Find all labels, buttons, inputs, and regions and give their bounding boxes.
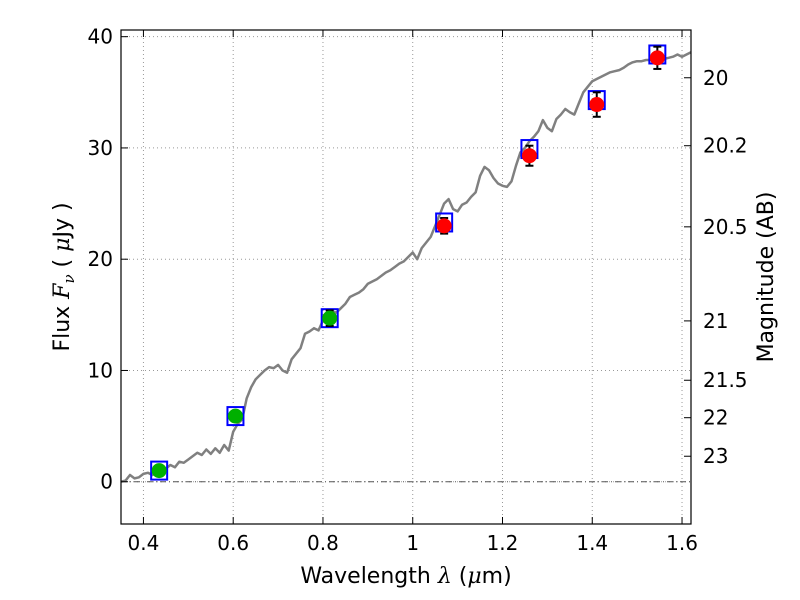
y-tick-label: 40 <box>88 25 113 49</box>
y-axis-label: Flux Fν ( μJy ) <box>50 202 78 351</box>
mag-tick-label: 20.5 <box>703 215 748 239</box>
spectrum-line <box>120 51 692 483</box>
data-point <box>589 97 605 113</box>
y-tick-label: 0 <box>100 470 113 494</box>
x-tick-label: 1.2 <box>487 531 519 555</box>
mag-tick-label: 20.2 <box>703 134 748 158</box>
mag-tick-label: 20 <box>703 66 728 90</box>
magnitude-axis-ticks: 20 20.2 20.5 21 21.5 22 23 <box>684 66 748 468</box>
y-axis-ticks: 0 10 20 30 40 <box>88 25 128 494</box>
x-tick-label: 1.6 <box>666 531 698 555</box>
data-point <box>521 148 537 164</box>
x-tick-label: 0.8 <box>307 531 339 555</box>
data-point <box>436 218 452 234</box>
x-tick-label: 0.4 <box>128 531 160 555</box>
x-axis-label: Wavelength λ (μm) <box>300 564 511 589</box>
data-point <box>151 463 167 479</box>
mag-tick-label: 22 <box>703 406 728 430</box>
magnitude-axis-label: Magnitude (AB) <box>754 192 779 363</box>
filter-box <box>320 308 339 329</box>
data-point <box>649 50 665 66</box>
y-tick-label: 30 <box>88 136 113 160</box>
x-axis-ticks: 0.4 0.6 0.8 1 1.2 1.4 1.6 <box>128 30 698 555</box>
y-tick-label: 20 <box>88 247 113 271</box>
plot-frame <box>120 29 692 525</box>
x-tick-label: 1.4 <box>576 531 608 555</box>
mag-tick-label: 23 <box>703 444 728 468</box>
photometry-points <box>151 45 665 479</box>
spectrum-series <box>120 51 692 483</box>
data-point <box>227 408 243 424</box>
data-point <box>322 310 338 326</box>
mag-tick-label: 21.5 <box>703 368 748 392</box>
x-tick-label: 1 <box>406 531 419 555</box>
y-tick-label: 10 <box>88 358 113 382</box>
mag-tick-label: 21 <box>703 309 728 333</box>
filter-box <box>226 406 245 427</box>
filter-box <box>150 460 169 481</box>
x-tick-label: 0.6 <box>217 531 249 555</box>
